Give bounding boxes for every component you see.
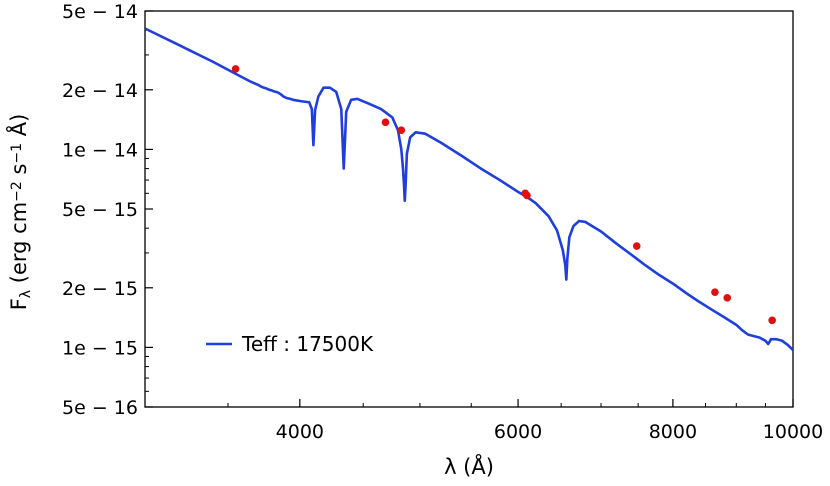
legend: Teff : 17500K [206, 332, 374, 356]
y-tick-label: 1e − 14 [62, 139, 138, 161]
photometry-point [231, 65, 240, 73]
model-spectrum-line [145, 27, 793, 351]
y-axis-label-part: λ [18, 290, 34, 298]
axis-ticks [145, 10, 794, 408]
photometry-point [397, 126, 406, 135]
y-tick-labels: 5e − 14 2e − 14 1e − 14 5e − 15 2e − 15 1e − … [62, 1, 138, 419]
x-axis-label: λ (Å) [444, 453, 494, 479]
y-axis-label-part: Å) [5, 114, 31, 143]
x-tick-label: 4000 [276, 421, 324, 443]
photometry-point [768, 316, 776, 325]
x-tick-label: 8000 [649, 421, 697, 443]
x-tick-label: 6000 [494, 421, 542, 443]
x-tick-label: 10000 [763, 421, 823, 443]
x-tick-labels: 4000 6000 8000 10000 [276, 421, 824, 443]
photometry-point [523, 191, 531, 200]
photometry-point [381, 118, 390, 127]
series-layer [145, 27, 793, 351]
y-axis-label-part: −2 [9, 181, 25, 202]
photometry-point [632, 242, 641, 250]
y-axis-label-part: s [7, 164, 31, 182]
y-tick-label: 1e − 15 [62, 337, 138, 359]
y-tick-label: 5e − 15 [62, 199, 138, 221]
y-tick-label: 2e − 14 [62, 80, 138, 102]
y-axis-label-part: F [7, 298, 31, 310]
photometry-point [723, 294, 732, 302]
y-tick-label: 5e − 16 [62, 397, 138, 419]
y-tick-label: 5e − 14 [62, 1, 138, 23]
legend-label-teff: Teff : 17500K [241, 332, 374, 356]
y-axis-label: Fλ (erg cm−2 s−1 Å) [5, 114, 34, 311]
photometry-point [711, 288, 719, 297]
y-axis-label-part: −1 [9, 143, 25, 164]
y-tick-label: 2e − 15 [62, 278, 138, 300]
y-axis-label-part: (erg cm [7, 202, 31, 290]
